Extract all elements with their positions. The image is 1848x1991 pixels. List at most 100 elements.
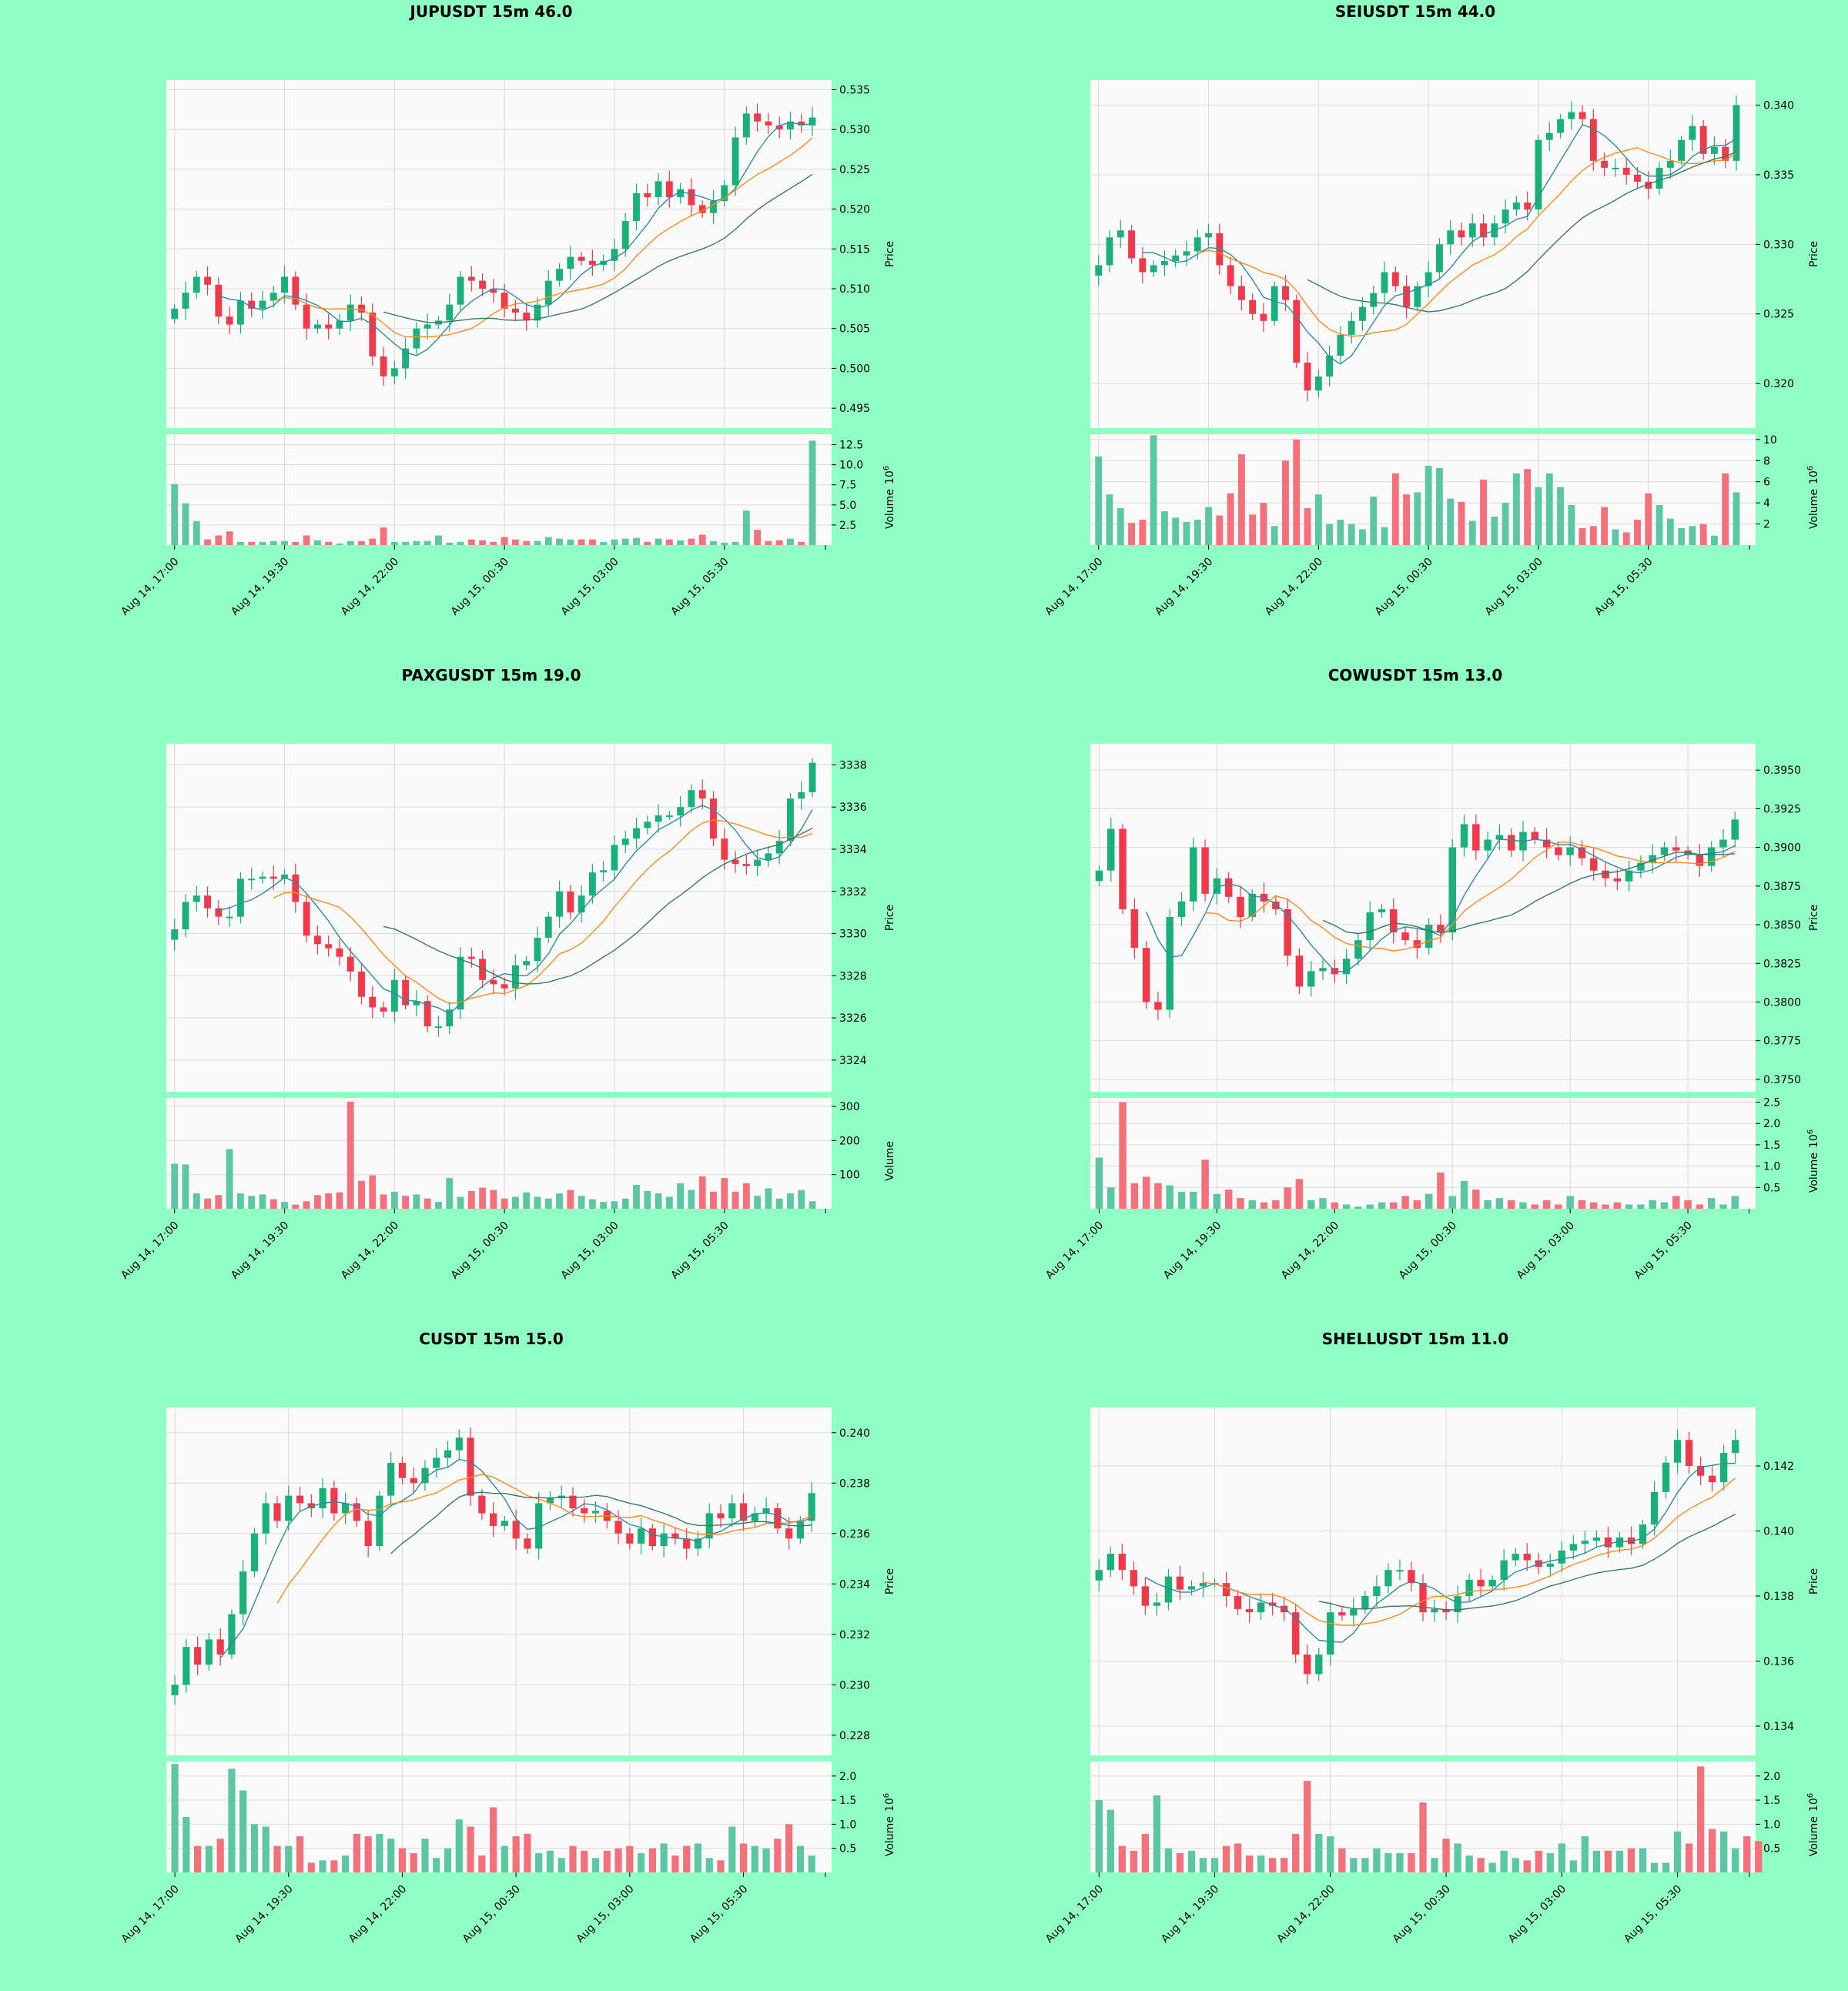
candle-body <box>358 971 365 997</box>
volume-bar <box>479 1187 487 1209</box>
candle-body <box>567 256 574 269</box>
candle-body <box>1454 1596 1461 1613</box>
candle-body <box>1213 878 1221 894</box>
volume-tick-label: 0.5 <box>1763 1843 1780 1855</box>
volume-bar <box>433 1858 440 1872</box>
volume-tick-label: 5.0 <box>839 500 856 512</box>
volume-bar <box>1295 1179 1304 1209</box>
volume-bar <box>1512 473 1520 545</box>
volume-bar <box>611 539 618 545</box>
candle-body <box>1194 237 1201 252</box>
volume-bar <box>336 1192 343 1209</box>
volume-bar <box>1106 494 1113 545</box>
candle-body <box>446 1009 454 1027</box>
volume-bar <box>1116 508 1124 545</box>
candle-body <box>1512 202 1520 210</box>
volume-tick-label: 8 <box>1763 455 1770 467</box>
volume-bar <box>688 538 695 545</box>
volume-bar <box>1160 511 1168 545</box>
volume-bar <box>557 1858 565 1872</box>
volume-bar <box>1260 1202 1268 1209</box>
volume-bar <box>1602 1204 1609 1209</box>
candle-body <box>1338 1612 1346 1616</box>
candle-body <box>534 938 541 962</box>
x-tick-label: Aug 14, 22:00 <box>339 556 401 618</box>
volume-bar <box>215 1195 223 1209</box>
x-tick-label: Aug 15, 00:30 <box>460 1883 523 1946</box>
volume-bar <box>603 1850 611 1872</box>
candle-body <box>1337 334 1344 356</box>
candle-body <box>1106 237 1113 266</box>
x-tick-label: Aug 15, 03:00 <box>1506 1883 1568 1946</box>
candle-body <box>1535 139 1542 210</box>
volume-bar <box>1592 1850 1601 1872</box>
candle-body <box>1130 908 1139 949</box>
candle-body <box>1662 1462 1670 1492</box>
volume-bar <box>325 1193 333 1209</box>
volume-bar <box>192 520 200 545</box>
volume-bar <box>390 1191 398 1209</box>
candle-body <box>754 859 762 866</box>
candle-body <box>775 841 783 854</box>
volume-bar <box>512 1836 520 1872</box>
candle-body <box>192 895 200 902</box>
volume-exponent-power: 6 <box>882 466 891 470</box>
candle-body <box>1472 824 1480 851</box>
volume-bar <box>1465 1855 1473 1872</box>
candle-body <box>578 895 585 913</box>
candle-body <box>1448 847 1456 933</box>
volume-bar <box>1194 520 1201 545</box>
x-tick-label: Aug 15, 03:00 <box>1483 556 1545 618</box>
candle-body <box>1413 940 1421 949</box>
volume-axis-label: Volume 106 <box>1806 466 1820 529</box>
x-tick-label: Aug 15, 00:30 <box>1391 1883 1453 1946</box>
volume-bar <box>259 1194 266 1209</box>
volume-bar <box>1270 526 1278 545</box>
candle-body <box>1361 1596 1369 1609</box>
x-tick-label: Aug 14, 19:30 <box>229 556 291 618</box>
volume-bar <box>581 1850 588 1872</box>
volume-bar <box>1454 1843 1461 1872</box>
volume-bar <box>467 1190 475 1209</box>
candle-body <box>1414 286 1421 307</box>
moving-average-20 <box>383 173 813 323</box>
volume-bar <box>774 1839 782 1872</box>
candle-body <box>228 1614 236 1655</box>
candle-body <box>1613 878 1622 882</box>
volume-bar <box>1172 517 1180 545</box>
candle-body <box>182 293 189 309</box>
volume-bar <box>1625 1204 1633 1209</box>
volume-bar <box>775 540 783 545</box>
candle-body <box>1458 230 1465 238</box>
volume-bar <box>588 539 596 545</box>
price-tick-label: 0.234 <box>839 1578 870 1591</box>
volume-bar <box>248 541 256 545</box>
volume-bar <box>569 1845 577 1872</box>
volume-bar <box>1491 516 1498 545</box>
volume-axis-label: Volume 106 <box>882 466 896 529</box>
volume-tick-label: 7.5 <box>839 480 856 492</box>
volume-bar <box>226 1149 233 1209</box>
candle-body <box>1656 167 1663 189</box>
candle-body <box>1672 847 1680 851</box>
volume-bar <box>1604 1850 1612 1872</box>
candle-body <box>1139 258 1147 273</box>
volume-bar <box>1413 1200 1421 1209</box>
candle-body <box>665 181 673 198</box>
candle-body <box>654 181 662 198</box>
volume-bar <box>665 1196 673 1209</box>
volume-bar <box>1401 1196 1409 1209</box>
volume-bar <box>1719 1204 1727 1209</box>
volume-bar <box>1408 1852 1415 1872</box>
volume-tick-label: 300 <box>839 1101 860 1113</box>
volume-bar <box>1612 529 1619 545</box>
volume-bar <box>1331 1202 1339 1209</box>
x-tick-label: Aug 14, 19:30 <box>1153 556 1215 618</box>
volume-tick-label: 1.5 <box>1763 1795 1780 1807</box>
candle-body <box>626 1533 634 1544</box>
chart-2: PAXGUSDT 15m 19.0 3324 3326 3328 3330 3332 333… <box>119 666 896 1282</box>
candle-body <box>1326 355 1334 377</box>
x-tick-label: Aug 14, 17:00 <box>1043 556 1105 618</box>
candle-body <box>1095 870 1103 882</box>
candle-body <box>342 1503 350 1514</box>
